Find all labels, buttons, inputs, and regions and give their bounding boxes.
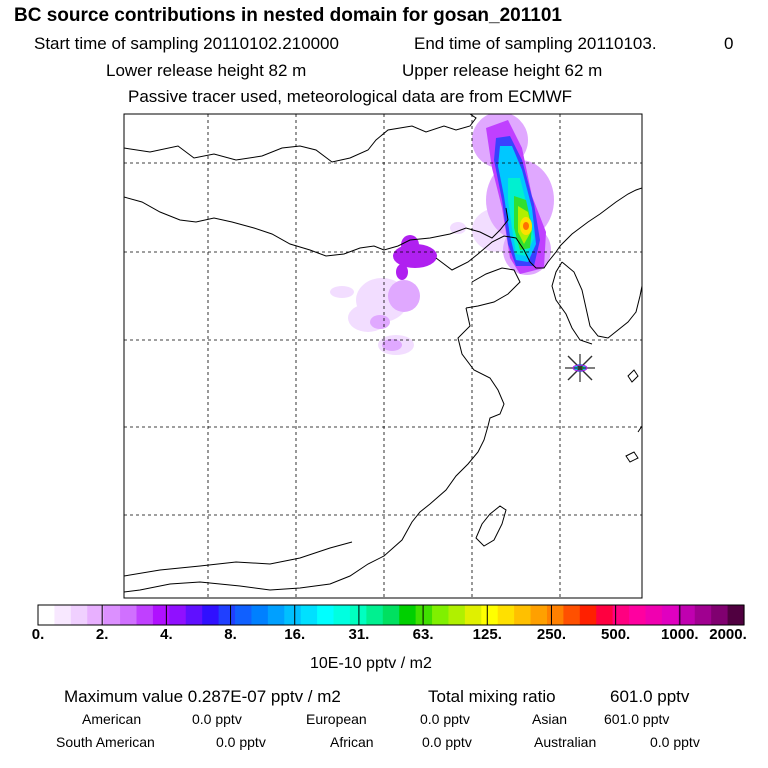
colorbar-swatch xyxy=(152,605,170,625)
colorbar-swatch xyxy=(267,605,285,625)
colorbar-swatch xyxy=(251,605,269,625)
colorbar-swatch xyxy=(333,605,351,625)
colorbar-swatch xyxy=(317,605,335,625)
colorbar-swatch xyxy=(382,605,400,625)
colorbar-swatch xyxy=(678,605,696,625)
colorbar-tick-label: 1000. xyxy=(661,626,699,643)
colorbar-swatch xyxy=(87,605,105,625)
lower-release-height: Lower release height 82 m xyxy=(106,61,307,80)
colorbar-swatch xyxy=(612,605,630,625)
region-value: 0.0 pptv xyxy=(650,734,700,750)
region-name: European xyxy=(306,711,367,727)
colorbar-swatch xyxy=(661,605,679,625)
colorbar-swatch xyxy=(530,605,548,625)
colorbar-tick-label: 4. xyxy=(160,626,173,643)
colorbar-swatch xyxy=(579,605,597,625)
colorbar-swatch xyxy=(645,605,663,625)
end-time-suffix: 0 xyxy=(724,34,734,53)
colorbar-tick-label: 2. xyxy=(95,626,109,643)
colorbar-swatch xyxy=(432,605,450,625)
region-value: 0.0 pptv xyxy=(420,711,470,727)
colorbar-tick-label: 250. xyxy=(536,626,567,643)
colorbar-swatch xyxy=(38,605,56,625)
end-time-label: End time of sampling 20110103. xyxy=(414,34,657,53)
region-value: 601.0 pptv xyxy=(604,711,670,727)
colorbar-tick-label: 0. xyxy=(31,626,45,643)
plume-main xyxy=(486,120,546,274)
colorbar-swatch xyxy=(727,605,745,625)
colorbar-swatch xyxy=(169,605,187,625)
colorbar-tick-label: 8. xyxy=(224,626,237,643)
maximum-value: Maximum value 0.287E-07 pptv / m2 xyxy=(64,687,341,706)
coastlines xyxy=(124,114,642,593)
colorbar-units: 10E-10 pptv / m2 xyxy=(310,655,432,672)
colorbar-swatch xyxy=(497,605,515,625)
plume-faint xyxy=(330,208,524,355)
total-mixing-value: 601.0 pptv xyxy=(610,687,690,706)
region-value: 0.0 pptv xyxy=(216,734,266,750)
colorbar-swatch xyxy=(596,605,614,625)
colorbar-swatch xyxy=(202,605,220,625)
tracer-note: Passive tracer used, meteorological data… xyxy=(128,87,573,106)
star-cross-icon xyxy=(565,354,595,382)
start-time-label: Start time of sampling 20110102.210000 xyxy=(34,34,339,53)
colorbar-swatch xyxy=(218,605,236,625)
region-name: African xyxy=(330,734,374,750)
region-value: 0.0 pptv xyxy=(422,734,472,750)
colorbar-swatch xyxy=(448,605,466,625)
colorbar-swatch xyxy=(514,605,532,625)
colorbar-tick-label: 16. xyxy=(284,626,306,643)
region-value: 0.0 pptv xyxy=(192,711,242,727)
colorbar-swatch xyxy=(70,605,88,625)
region-name: Asian xyxy=(532,711,568,727)
colorbar-swatch xyxy=(103,605,121,625)
colorbar-swatch xyxy=(399,605,417,625)
colorbar-swatch xyxy=(546,605,564,625)
colorbar-swatch xyxy=(235,605,253,625)
plume-layer xyxy=(330,114,554,355)
total-mixing-label: Total mixing ratio xyxy=(428,687,556,706)
region-name: American xyxy=(82,711,142,727)
colorbar-swatch xyxy=(54,605,72,625)
colorbar-swatch xyxy=(185,605,203,625)
colorbar-tick-label: 500. xyxy=(601,626,631,643)
upper-release-height: Upper release height 62 m xyxy=(402,61,603,80)
colorbar-swatch xyxy=(415,605,433,625)
region-name: Australian xyxy=(534,734,597,750)
colorbar-swatch xyxy=(694,605,712,625)
colorbar-swatch xyxy=(300,605,318,625)
colorbar-swatch xyxy=(284,605,302,625)
colorbar-swatch xyxy=(629,605,647,625)
colorbar-swatch xyxy=(711,605,729,625)
figure-title: BC source contributions in nested domain… xyxy=(14,5,562,26)
colorbar-swatch xyxy=(464,605,482,625)
colorbar-swatch xyxy=(366,605,384,625)
map-frame xyxy=(123,113,643,599)
colorbar-swatch xyxy=(120,605,138,625)
plume-purple xyxy=(393,235,437,280)
colorbar-tick-label: 63. xyxy=(412,626,434,643)
colorbar-tick-label: 125. xyxy=(472,626,502,643)
colorbar-tick-label: 31. xyxy=(348,626,370,643)
colorbar-tick-label: 2000. xyxy=(709,626,747,643)
colorbar xyxy=(37,604,745,626)
colorbar-swatch xyxy=(481,605,499,625)
colorbar-swatch xyxy=(563,605,581,625)
lat-lon-grid xyxy=(124,114,642,598)
region-name: South American xyxy=(56,734,155,750)
colorbar-swatch xyxy=(136,605,154,625)
